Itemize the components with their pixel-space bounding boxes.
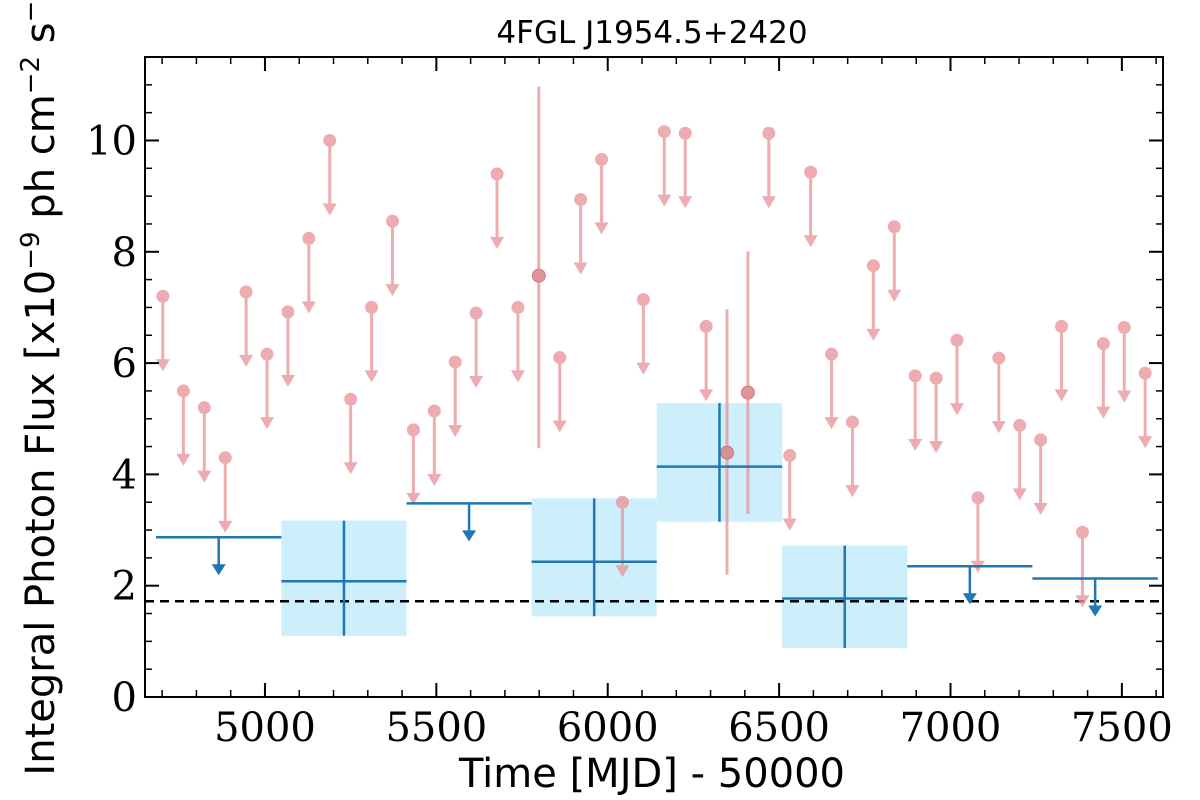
monthly-upper-limit <box>1033 433 1048 515</box>
axes-border <box>144 56 1164 698</box>
yearly-detection <box>656 403 783 522</box>
monthly-detection <box>720 309 735 575</box>
monthly-upper-limit <box>490 167 505 249</box>
monthly-upper-limit <box>1138 366 1153 449</box>
y-tick-label: 0 <box>112 675 137 721</box>
monthly-upper-limit <box>469 306 484 388</box>
y-axis-label-part: ph cm <box>18 94 64 231</box>
monthly-upper-limit <box>636 293 651 375</box>
y-axis-label-part: −1 <box>16 0 46 22</box>
y-axis-label-part: s <box>18 22 64 56</box>
monthly-upper-limit <box>950 333 965 416</box>
monthly-upper-limit <box>1117 320 1132 403</box>
y-tick-label: 6 <box>112 341 137 387</box>
plot-area <box>145 86 1163 649</box>
monthly-upper-limit <box>552 351 567 433</box>
monthly-upper-limit <box>761 126 776 209</box>
monthly-upper-limit <box>678 126 693 209</box>
y-tick-label: 2 <box>112 564 137 610</box>
monthly-upper-limit <box>1012 418 1027 501</box>
yearly-upper-limit <box>907 564 1033 605</box>
monthly-upper-limit <box>197 401 212 483</box>
monthly-upper-limit <box>364 300 379 383</box>
x-tick-label: 7000 <box>900 705 1002 751</box>
x-tick-label: 5500 <box>385 705 487 751</box>
monthly-upper-limit <box>176 384 191 466</box>
y-axis-label-part: Integral Photon Flux [x10 <box>18 270 64 776</box>
monthly-upper-limit <box>803 165 818 248</box>
monthly-upper-limit <box>1054 319 1069 402</box>
monthly-upper-limit <box>427 404 442 486</box>
monthly-upper-limit <box>155 289 170 372</box>
yearly-upper-limit <box>155 536 282 576</box>
monthly-upper-limit <box>657 125 672 207</box>
y-axis-label-part: −2 <box>16 56 46 94</box>
monthly-upper-limit <box>991 351 1006 434</box>
monthly-upper-limit <box>929 371 944 454</box>
monthly-upper-limit <box>594 152 609 235</box>
monthly-upper-limit <box>699 319 714 402</box>
x-tick-label: 6000 <box>557 705 659 751</box>
y-tick-label: 10 <box>86 118 137 164</box>
monthly-upper-limit <box>615 495 630 578</box>
monthly-upper-limit <box>322 133 337 216</box>
yearly-upper-limit <box>406 502 532 542</box>
monthly-upper-limit <box>385 214 400 297</box>
x-tick-label: 7500 <box>1071 705 1173 751</box>
monthly-detection <box>531 86 546 449</box>
yearly-detection <box>281 520 407 636</box>
axes-frame: 5000 5500 6000 6500 7000 7500 0 2 4 6 8 10 <box>86 56 1173 751</box>
monthly-upper-limit <box>573 192 588 275</box>
monthly-upper-limit <box>301 231 316 314</box>
monthly-upper-limit <box>260 347 275 430</box>
monthly-upper-limit <box>406 423 421 505</box>
monthly-upper-limit <box>218 451 233 533</box>
y-axis-label: Integral Photon Flux [x10−9 ph cm−2 s−1] <box>16 0 64 776</box>
monthly-detection <box>740 251 755 514</box>
monthly-upper-limit <box>510 300 525 383</box>
monthly-upper-limit <box>1096 337 1111 419</box>
x-tick-label: 6500 <box>728 705 830 751</box>
monthly-upper-limit <box>343 392 358 475</box>
chart-title: 4FGL J1954.5+2420 <box>496 15 807 51</box>
monthly-upper-limit <box>908 369 923 451</box>
monthly-upper-limit <box>824 347 839 430</box>
monthly-upper-limit <box>845 415 860 498</box>
monthly-upper-limit <box>1075 525 1090 608</box>
monthly-upper-limit <box>866 259 881 341</box>
y-tick-label: 8 <box>112 230 137 276</box>
x-axis-label: Time [MJD] - 50000 <box>458 751 845 797</box>
y-axis-label-part: −9 <box>16 231 46 269</box>
monthly-upper-limit <box>887 220 902 302</box>
monthly-upper-limit <box>280 305 295 387</box>
y-tick-label: 4 <box>112 452 137 498</box>
monthly-upper-limit <box>782 448 797 531</box>
yearly-upper-limit <box>1032 577 1158 617</box>
yearly-detection <box>531 498 657 617</box>
monthly-upper-limit <box>970 491 985 573</box>
x-tick-label: 5000 <box>214 705 316 751</box>
yearly-detection <box>782 545 908 649</box>
monthly-upper-limit <box>239 285 254 367</box>
monthly-upper-limit <box>448 355 463 437</box>
